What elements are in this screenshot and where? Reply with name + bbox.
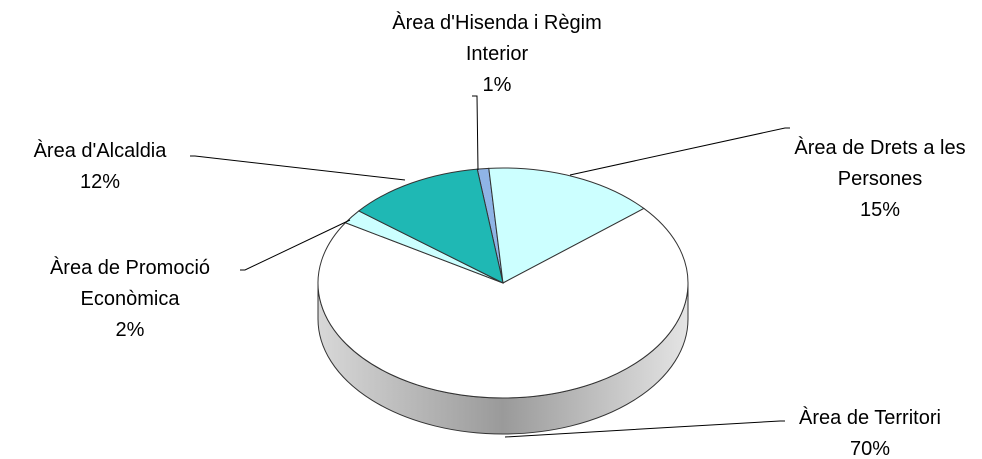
- slice-label: Àrea d'Alcaldia 12%: [0, 136, 200, 198]
- leader-line: [190, 155, 406, 181]
- pie-slice: [357, 168, 504, 284]
- category-label: Àrea d'Alcaldia: [33, 140, 167, 162]
- slice-label: Àrea de Territori 70%: [760, 403, 980, 459]
- value-label: 2%: [115, 319, 145, 341]
- slice-label: Àrea d'Hisenda i Règim Interior 1%: [387, 8, 607, 101]
- leader-line: [240, 219, 351, 271]
- slice-label: Àrea de Promoció Econòmica 2%: [0, 253, 260, 346]
- value-label: 1%: [482, 74, 512, 96]
- pie-slice: [488, 167, 645, 284]
- value-label: 70%: [849, 438, 891, 459]
- pie-slice: [317, 207, 689, 399]
- leader-line: [504, 420, 785, 438]
- category-label: Àrea de Territori: [799, 407, 941, 429]
- value-label: 15%: [859, 199, 901, 221]
- slice-label: Àrea de Drets a les Persones 15%: [780, 133, 980, 226]
- category-label: Àrea de Promoció Econòmica: [49, 257, 211, 310]
- category-label: Àrea d'Hisenda i Règim Interior: [392, 12, 602, 65]
- category-label: Àrea de Drets a les Persones: [794, 137, 966, 190]
- leader-line: [569, 127, 790, 176]
- value-label: 12%: [79, 171, 121, 193]
- leader-line: [472, 95, 479, 171]
